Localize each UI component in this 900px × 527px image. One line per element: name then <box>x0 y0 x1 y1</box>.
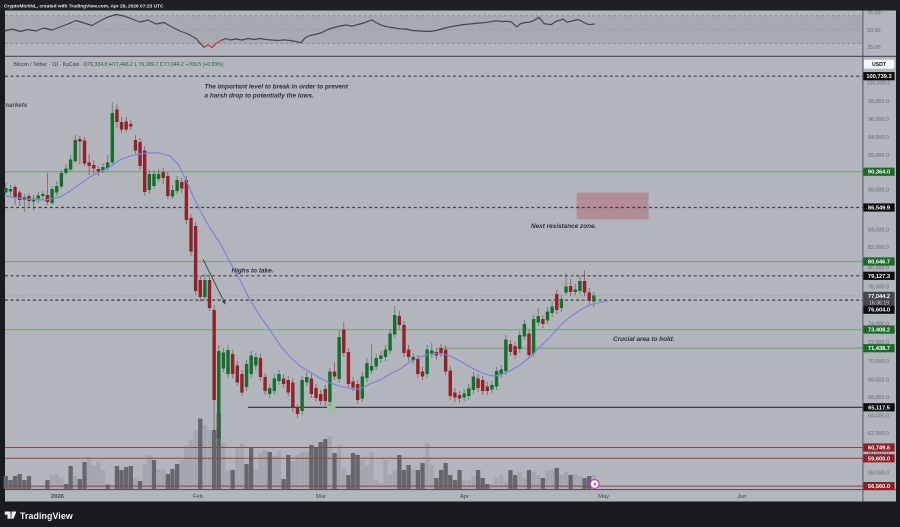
svg-text:77,044.2: 77,044.2 <box>868 294 890 300</box>
svg-text:73,408.2: 73,408.2 <box>868 328 890 334</box>
svg-text:100,739.3: 100,739.3 <box>866 74 891 80</box>
svg-text:60,749.6: 60,749.6 <box>868 446 890 452</box>
svg-text:72,000.0: 72,000.0 <box>868 340 889 346</box>
svg-text:90,364.0: 90,364.0 <box>868 170 890 176</box>
svg-text:markets: markets <box>4 102 28 109</box>
svg-text:Jun: Jun <box>737 494 746 500</box>
svg-text:60,000.0: 60,000.0 <box>868 451 889 457</box>
svg-text:77,446.2: 77,446.2 <box>113 62 133 68</box>
svg-text:94,000.0: 94,000.0 <box>868 135 889 141</box>
svg-text:84,000.0: 84,000.0 <box>868 227 889 233</box>
svg-text:Highs to take.: Highs to take. <box>232 268 274 275</box>
svg-text:Mar: Mar <box>316 494 326 500</box>
svg-text:79,127.3: 79,127.3 <box>868 274 890 280</box>
svg-text:100,000.0: 100,000.0 <box>867 81 891 87</box>
svg-text:CryptoMichNL, created with Tra: CryptoMichNL, created with TradingView.c… <box>4 4 164 10</box>
svg-text:66,000.0: 66,000.0 <box>868 395 889 401</box>
svg-text:25.00: 25.00 <box>867 45 881 51</box>
svg-text:2026: 2026 <box>51 494 65 500</box>
svg-text:76,604.0: 76,604.0 <box>868 308 890 314</box>
svg-text:76,334.8: 76,334.8 <box>88 62 108 68</box>
svg-text:+709.5 (+0.93%): +709.5 (+0.93%) <box>186 62 224 68</box>
svg-text:56,560.0: 56,560.0 <box>868 484 890 490</box>
svg-text:92,000.0: 92,000.0 <box>868 153 889 159</box>
svg-text:C: C <box>160 62 164 68</box>
svg-text:58,000.0: 58,000.0 <box>868 470 889 476</box>
svg-text:76,189.7: 76,189.7 <box>139 62 159 68</box>
svg-text:71,438.7: 71,438.7 <box>868 346 890 352</box>
svg-text:O: O <box>84 62 88 68</box>
svg-text:Next resistance zone.: Next resistance zone. <box>531 223 597 230</box>
svg-text:L: L <box>135 62 138 68</box>
svg-text:Crucial area to hold.: Crucial area to hold. <box>613 336 675 343</box>
svg-text:Feb: Feb <box>193 494 203 500</box>
svg-text:70,000.0: 70,000.0 <box>868 359 889 365</box>
svg-text:82,000.0: 82,000.0 <box>868 245 889 251</box>
svg-text:98,000.0: 98,000.0 <box>868 99 889 105</box>
svg-text:78,000.0: 78,000.0 <box>868 285 889 291</box>
svg-text:75.00: 75.00 <box>867 11 881 17</box>
svg-text:H: H <box>109 62 113 68</box>
svg-text:77,044.2: 77,044.2 <box>164 62 184 68</box>
svg-text:a harsh drop to potentially th: a harsh drop to potentially the lows. <box>205 92 315 99</box>
svg-text:Apr: Apr <box>460 494 469 500</box>
svg-text:TradingView: TradingView <box>20 511 73 521</box>
svg-text:96,000.0: 96,000.0 <box>868 117 889 123</box>
svg-text:68,000.0: 68,000.0 <box>868 378 889 384</box>
svg-text:80,646.7: 80,646.7 <box>868 260 890 266</box>
svg-text:The important level to break i: The important level to break in order to… <box>205 83 349 90</box>
svg-text:USDT: USDT <box>872 62 887 68</box>
svg-text:16:36:19: 16:36:19 <box>869 301 889 307</box>
svg-text:88,000.0: 88,000.0 <box>868 187 889 193</box>
svg-text:65,117.5: 65,117.5 <box>868 405 890 411</box>
svg-text:50.00: 50.00 <box>867 28 881 34</box>
svg-text:May: May <box>598 494 609 500</box>
svg-text:80,000.0: 80,000.0 <box>868 266 889 272</box>
svg-text:62,000.0: 62,000.0 <box>868 431 889 437</box>
svg-text:Bitcoin / Tether · 1D · KuCoin: Bitcoin / Tether · 1D · KuCoin <box>14 62 80 68</box>
svg-text:74,000.0: 74,000.0 <box>868 322 889 328</box>
svg-text:64,000.0: 64,000.0 <box>868 414 889 420</box>
svg-text:59,600.0: 59,600.0 <box>868 456 890 462</box>
svg-text:86,549.9: 86,549.9 <box>868 206 890 212</box>
